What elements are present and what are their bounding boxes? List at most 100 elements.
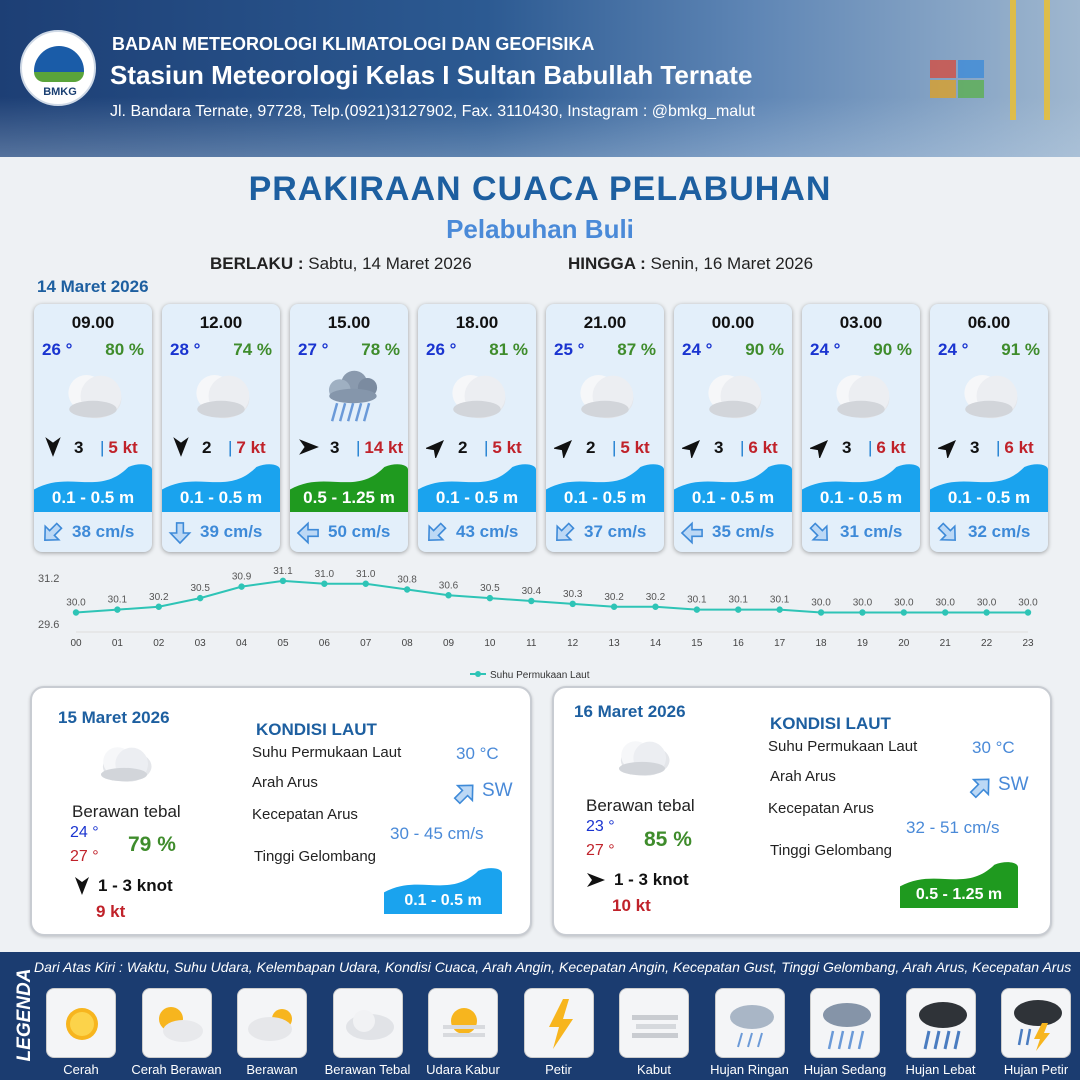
cloud-icon (580, 375, 634, 419)
x-tick-label: 11 (526, 638, 537, 649)
current-arrow-icon (428, 522, 447, 541)
x-tick-label: 04 (236, 638, 248, 649)
valid-to-label: HINGGA : (568, 254, 646, 273)
panel-temp-min: 24 ° (70, 824, 99, 841)
x-tick-label: 07 (360, 638, 372, 649)
legend-item-light-rain (714, 988, 785, 1058)
fog-icon (632, 1015, 678, 1038)
x-tick-label: 05 (277, 638, 289, 649)
data-point (238, 583, 245, 590)
data-label: 30.0 (66, 598, 86, 609)
data-label: 31.0 (315, 569, 335, 580)
station-name: Stasiun Meteorologi Kelas I Sultan Babul… (110, 60, 753, 90)
valid-to-value: Senin, 16 Maret 2026 (650, 254, 814, 273)
card-gust-value: 7 kt (236, 438, 266, 457)
card-gust-value: 6 kt (1004, 438, 1034, 457)
data-label: 30.6 (439, 580, 459, 591)
card-temperature: 24 ° (682, 340, 713, 359)
data-point (403, 586, 411, 593)
card-wave-height: 0.1 - 0.5 m (435, 488, 519, 507)
data-point (196, 594, 204, 602)
forecast-card: 00.00 24 ° 90 % 3 | 6 kt 0.1 - 0.5 m 35 cm/s (674, 304, 792, 552)
card-wind-speed: 3 (842, 438, 852, 457)
legend-item-label: Cerah (63, 1062, 99, 1077)
sea-condition-title: KONDISI LAUT (256, 720, 377, 739)
wave-block (546, 464, 664, 512)
data-label: 30.9 (232, 572, 252, 583)
card-current-speed: 32 cm/s (968, 522, 1031, 541)
card-humidity: 90 % (873, 340, 912, 359)
x-tick-label: 14 (650, 638, 662, 649)
header-background (0, 97, 1080, 157)
card-current-speed: 39 cm/s (200, 522, 263, 541)
data-point (1024, 609, 1032, 616)
card-current-speed: 38 cm/s (72, 522, 135, 541)
wind-arrow-icon (45, 437, 61, 457)
legend-item-label: Hujan Ringan (710, 1062, 789, 1077)
data-point (569, 600, 576, 608)
current-arrow-icon (680, 521, 703, 545)
card-current-speed: 50 cm/s (328, 522, 391, 541)
x-tick-label: 22 (981, 638, 993, 649)
panel-temp-max: 27 ° (586, 842, 615, 859)
cloud-icon (836, 375, 890, 419)
data-label: 30.1 (108, 595, 128, 606)
card-temperature: 27 ° (298, 340, 329, 359)
valid-from-value: Sabtu, 14 Maret 2026 (308, 254, 472, 273)
current-speed-value: 30 - 45 cm/s (390, 824, 484, 843)
data-point (114, 606, 121, 613)
card-gust: | 7 kt (228, 438, 266, 457)
current-dir-value: SW (482, 780, 513, 801)
card-wave-height: 0.1 - 0.5 m (947, 488, 1031, 507)
panel-condition: Berawan tebal (586, 796, 695, 815)
card-humidity: 91 % (1001, 340, 1040, 359)
x-tick-label: 02 (153, 638, 165, 649)
card-temperature: 24 ° (810, 340, 841, 359)
wave-block (674, 464, 792, 512)
container-decoration (930, 80, 956, 98)
logo-text: BMKG (43, 86, 77, 98)
card-wind: 3 | 6 kt (808, 437, 918, 459)
current-arrow-icon (44, 522, 63, 541)
legend-item-label: Hujan Petir (1003, 1062, 1069, 1077)
card-wind-speed: 2 (458, 438, 468, 457)
y-tick-label: 31.2 (38, 573, 59, 585)
current-dir-value: SW (998, 774, 1029, 795)
card-time: 06.00 (967, 313, 1011, 332)
card-current: 38 cm/s (34, 518, 152, 548)
day1-date: 14 Maret 2026 (37, 277, 149, 296)
cloud-icon (345, 1010, 394, 1040)
x-tick-label: 17 (774, 638, 786, 649)
legend-item-label: Berawan (246, 1062, 298, 1077)
forecast-card: 09.00 26 ° 80 % 3 | 5 kt 0.1 - 0.5 m 38 cm/s (34, 304, 152, 552)
cloud-sun-icon (248, 1009, 292, 1041)
heavy-rain-icon (918, 1002, 967, 1050)
card-wave-height: 0.1 - 0.5 m (819, 488, 903, 507)
wind-arrow-icon (810, 439, 829, 458)
x-tick-label: 08 (402, 638, 414, 649)
card-wind: 3 | 6 kt (936, 437, 1046, 459)
panel-gust: 10 kt (612, 896, 651, 915)
forecast-card: 03.00 24 ° 90 % 3 | 6 kt 0.1 - 0.5 m 31 cm/s (802, 304, 920, 552)
forecast-card: 18.00 26 ° 81 % 2 | 5 kt 0.1 - 0.5 m 43 cm/s (418, 304, 536, 552)
x-tick-label: 00 (70, 638, 82, 649)
panel-gust: 9 kt (96, 902, 126, 921)
wave-block (290, 464, 408, 512)
card-current-speed: 37 cm/s (584, 522, 647, 541)
wind-arrow-icon (938, 439, 957, 458)
data-label: 30.1 (770, 595, 790, 606)
legend-item-sun-cloud (141, 988, 212, 1058)
forecast-card: 12.00 28 ° 74 % 2 | 7 kt 0.1 - 0.5 m 39 cm/s (162, 304, 280, 552)
card-gust: | 5 kt (612, 438, 650, 457)
current-speed-label: Kecepatan Arus (768, 800, 874, 817)
card-current: 31 cm/s (802, 518, 920, 548)
cloud-icon (708, 375, 762, 419)
card-current-speed: 31 cm/s (840, 522, 903, 541)
card-humidity: 80 % (105, 340, 144, 359)
legend-item-thunderstorm (1001, 988, 1071, 1058)
card-gust-value: 5 kt (108, 438, 138, 457)
sst-value: 30 °C (456, 744, 499, 763)
data-label: 30.1 (729, 595, 749, 606)
forecast-card: 21.00 25 ° 87 % 2 | 5 kt 0.1 - 0.5 m 37 cm/s (546, 304, 664, 552)
legend: LEGENDA Dari Atas Kiri : Waktu, Suhu Uda… (0, 952, 1080, 1080)
